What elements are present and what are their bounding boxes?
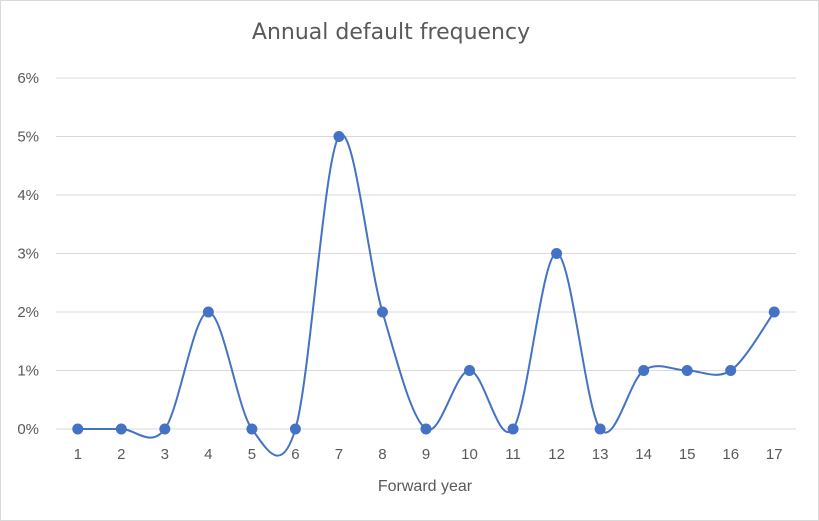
data-point — [159, 423, 171, 435]
data-point — [638, 365, 650, 376]
x-tick-label: 10 — [461, 446, 478, 463]
x-tick-label: 1 — [74, 446, 82, 463]
y-tick-label: 5% — [17, 129, 39, 146]
data-point — [551, 248, 563, 259]
series-markers — [72, 131, 780, 435]
chart-title: Annual default frequency — [251, 20, 531, 45]
x-tick-label: 16 — [722, 446, 739, 463]
y-tick-label: 2% — [17, 304, 39, 321]
data-point — [72, 423, 84, 435]
x-tick-label: 14 — [635, 446, 652, 463]
data-point — [376, 306, 388, 318]
data-point — [289, 423, 301, 435]
x-tick-label: 2 — [117, 446, 125, 463]
x-tick-label: 9 — [422, 446, 430, 463]
data-point — [464, 365, 476, 376]
x-tick-label: 5 — [248, 446, 256, 463]
x-tick-label: 13 — [592, 446, 609, 463]
data-point — [115, 423, 127, 435]
x-tick-label: 17 — [766, 446, 783, 463]
x-tick-label: 6 — [291, 446, 299, 463]
y-tick-label: 1% — [17, 363, 39, 380]
data-point — [333, 131, 345, 142]
y-tick-label: 0% — [17, 421, 39, 438]
x-tick-labels: 1 2 3 4 5 6 7 8 9 10 11 12 13 14 15 16 17 — [74, 446, 783, 463]
data-point — [420, 423, 432, 435]
data-point — [768, 306, 780, 318]
y-tick-labels: 0% 1% 2% 3% 4% 5% 6% — [17, 70, 39, 438]
x-tick-label: 15 — [679, 446, 696, 463]
data-point — [594, 423, 606, 435]
y-tick-label: 3% — [17, 246, 39, 263]
y-tick-label: 6% — [17, 70, 39, 87]
data-point — [725, 365, 737, 376]
y-tick-label: 4% — [17, 187, 39, 204]
data-point — [507, 423, 519, 435]
x-tick-label: 11 — [505, 446, 521, 463]
x-tick-label: 7 — [335, 446, 343, 463]
data-point — [681, 365, 693, 376]
series-line — [77, 133, 776, 457]
data-point — [246, 423, 258, 435]
gridlines — [56, 77, 796, 430]
x-tick-label: 12 — [548, 446, 565, 463]
x-tick-label: 8 — [378, 446, 386, 463]
data-point — [202, 306, 214, 318]
x-axis-title: Forward year — [378, 478, 473, 495]
x-tick-label: 4 — [204, 446, 212, 463]
x-tick-label: 3 — [161, 446, 169, 463]
